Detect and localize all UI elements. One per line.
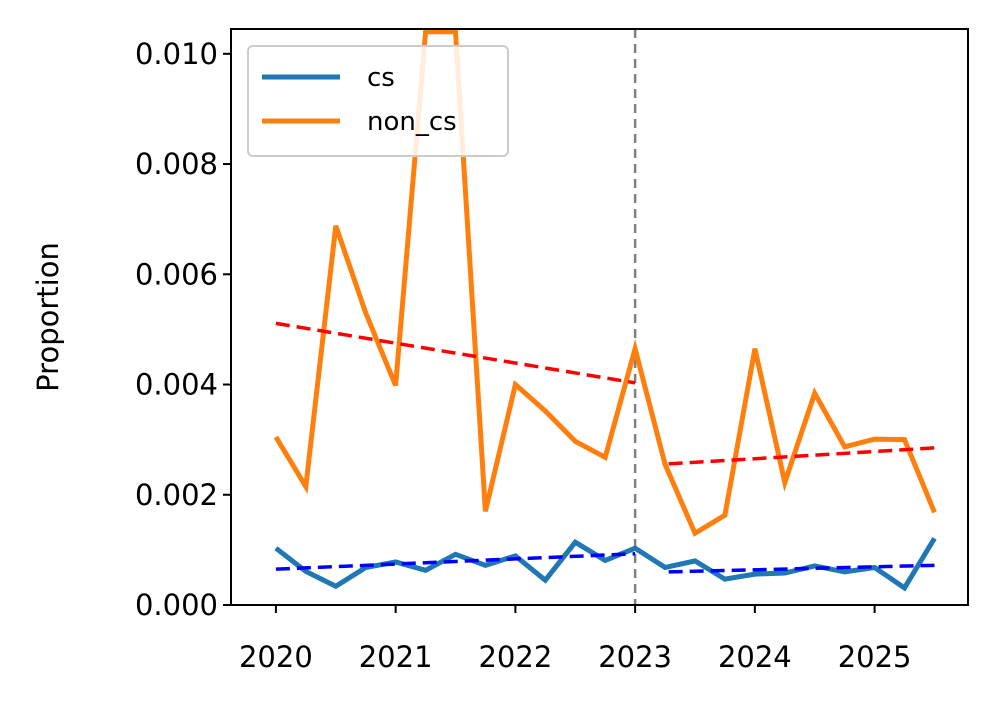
y-tick-label: 0.010 bbox=[135, 37, 218, 71]
y-tick-label: 0.000 bbox=[135, 588, 218, 622]
y-axis-label: Proportion bbox=[31, 242, 65, 392]
x-tick-label: 2022 bbox=[478, 640, 552, 674]
legend-label-cs: cs bbox=[367, 63, 395, 93]
y-tick-label: 0.004 bbox=[135, 368, 218, 402]
x-axis: 2020 2021 2022 2023 2024 2025 bbox=[239, 605, 912, 674]
legend: cs non_cs bbox=[247, 45, 509, 157]
trend-line-2 bbox=[668, 446, 935, 466]
x-tick-label: 2021 bbox=[359, 640, 433, 674]
y-tick-label: 0.002 bbox=[135, 478, 218, 512]
x-tick-label: 2023 bbox=[598, 640, 672, 674]
y-tick-label: 0.008 bbox=[135, 147, 218, 181]
x-tick-label: 2020 bbox=[239, 640, 313, 674]
x-tick-label: 2025 bbox=[838, 640, 912, 674]
trend-line-1 bbox=[275, 321, 636, 385]
y-axis: 0.000 0.002 0.004 0.006 0.008 0.010 bbox=[135, 37, 231, 622]
trend-line-3 bbox=[275, 551, 636, 571]
legend-box bbox=[247, 45, 509, 157]
plot-frame bbox=[230, 28, 969, 606]
y-tick-label: 0.006 bbox=[135, 257, 218, 291]
trend-line-4 bbox=[668, 563, 935, 574]
legend-label-non-cs: non_cs bbox=[367, 107, 457, 137]
x-tick-label: 2024 bbox=[718, 640, 792, 674]
series-line-non-cs bbox=[273, 29, 937, 537]
